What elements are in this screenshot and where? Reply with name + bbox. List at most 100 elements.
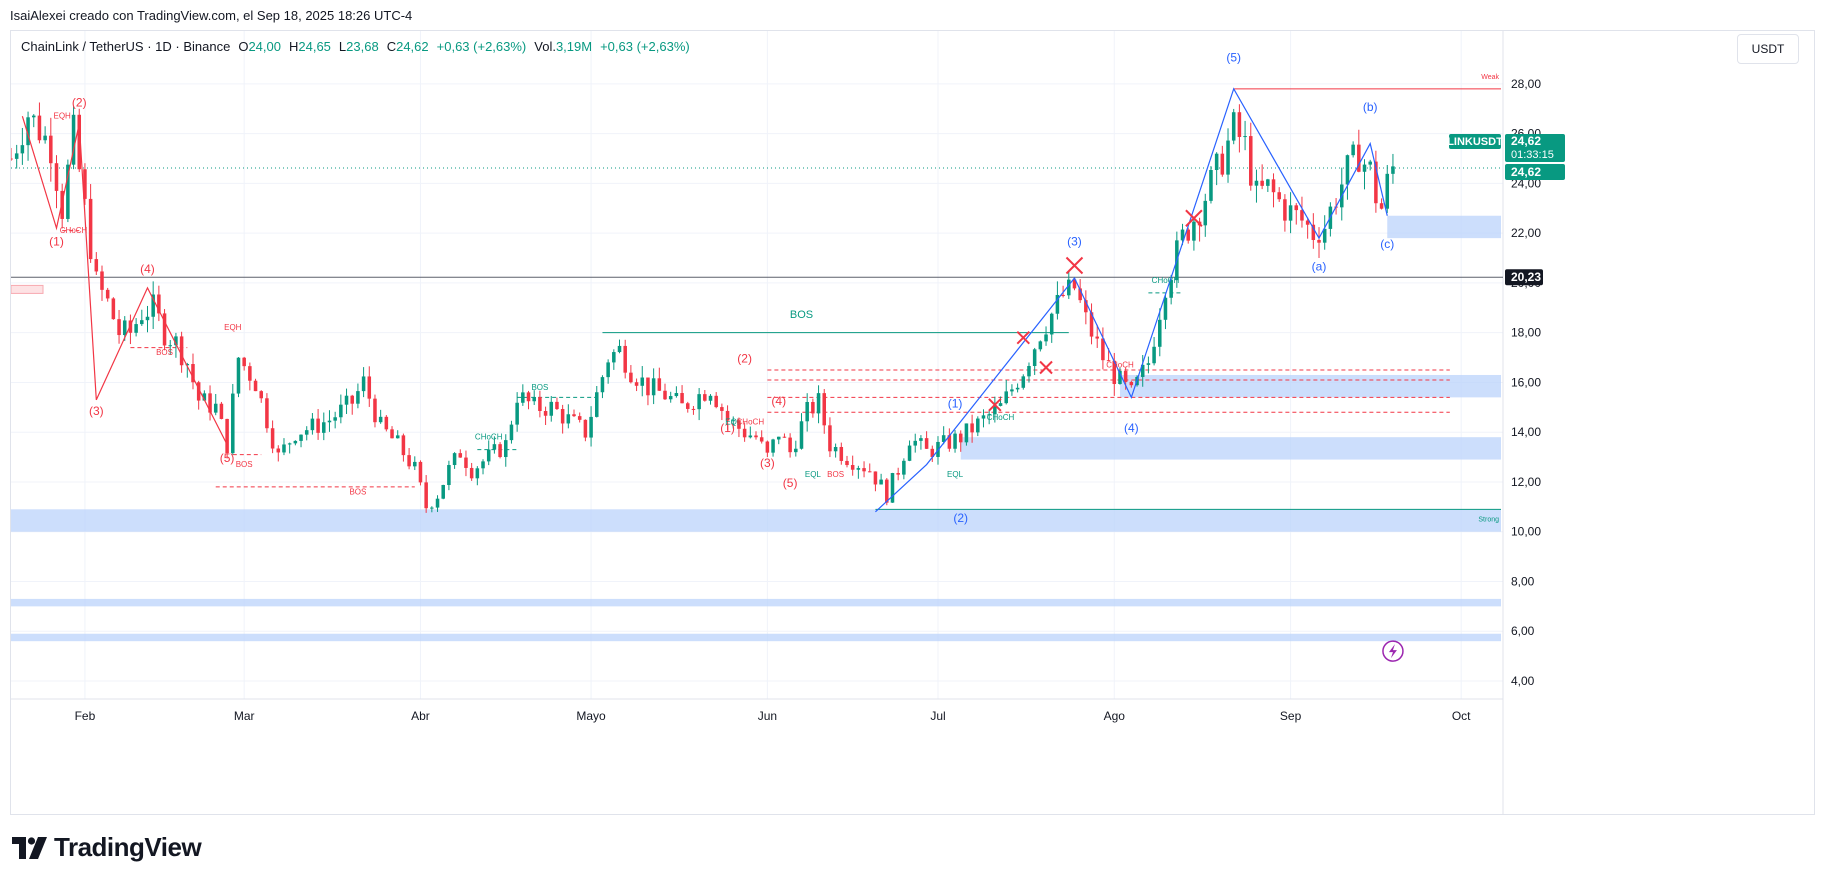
symbol-tag-badge bbox=[1449, 133, 1501, 149]
candle-body bbox=[11, 158, 13, 160]
y-tick-label: 18,00 bbox=[1511, 326, 1541, 340]
candle-body bbox=[987, 414, 991, 416]
wave-label: (c) bbox=[1380, 237, 1394, 251]
candle-body bbox=[1021, 376, 1026, 388]
candle-body bbox=[475, 468, 480, 479]
candle-body bbox=[1271, 179, 1276, 193]
candle-body bbox=[629, 372, 633, 383]
candle-body bbox=[145, 316, 150, 321]
y-tick-label: 28,00 bbox=[1511, 77, 1541, 91]
candle-body bbox=[737, 420, 741, 429]
candle-body bbox=[191, 364, 195, 383]
candle-body bbox=[43, 135, 47, 141]
candle-body bbox=[361, 376, 366, 392]
candle-body bbox=[612, 352, 616, 363]
x-tick-label: Mar bbox=[234, 709, 255, 723]
chart-panel[interactable]: (1) (2) (3) (4) (5) (1) (2) (3) (4) (5) (1) (2) (3) (… bbox=[10, 30, 1815, 815]
candle-body bbox=[168, 345, 172, 347]
candle-body bbox=[1283, 199, 1287, 221]
wave-label: (a) bbox=[1312, 259, 1327, 273]
candle-body bbox=[839, 446, 844, 461]
candle-body bbox=[515, 402, 519, 425]
candle-body bbox=[350, 395, 354, 404]
demand-zone bbox=[1387, 215, 1501, 239]
wave-label: (2) bbox=[737, 352, 752, 366]
candle-body bbox=[162, 313, 167, 346]
wave-label: (5) bbox=[220, 451, 235, 465]
candle-body bbox=[134, 324, 138, 333]
candle-body bbox=[333, 417, 337, 421]
candle-body bbox=[49, 135, 53, 164]
strong-low-label: Strong bbox=[1478, 516, 1499, 523]
candle-body bbox=[1055, 294, 1060, 314]
candle-body bbox=[481, 461, 485, 469]
candle-body bbox=[287, 443, 292, 445]
symbol-title[interactable]: ChainLink / TetherUS · 1D · Binance bbox=[21, 39, 231, 54]
candle-body bbox=[1322, 228, 1327, 243]
candle-body bbox=[1061, 294, 1065, 296]
candle-body bbox=[663, 390, 667, 400]
candle-body bbox=[1231, 112, 1236, 141]
candle-body bbox=[339, 404, 343, 418]
volume-change: +0,63 (+2,63%) bbox=[600, 39, 690, 54]
candle-body bbox=[1186, 229, 1190, 241]
open-label: O bbox=[238, 39, 249, 54]
candle-body bbox=[646, 377, 650, 396]
candle-body bbox=[225, 418, 229, 454]
candle-body bbox=[452, 453, 457, 466]
tradingview-logo[interactable]: TradingView bbox=[12, 832, 202, 863]
candle-body bbox=[748, 435, 753, 438]
structure-label: CHoCH bbox=[1106, 361, 1134, 370]
candle-body bbox=[384, 416, 389, 430]
candle-body bbox=[896, 473, 900, 475]
candle-body bbox=[873, 471, 878, 485]
demand-zone bbox=[960, 437, 1501, 460]
candle-body bbox=[293, 440, 298, 444]
candle-body bbox=[634, 382, 639, 386]
candle-body bbox=[731, 420, 736, 422]
y-tick-label: 4,00 bbox=[1511, 674, 1535, 688]
structure-label: BOS bbox=[156, 348, 173, 357]
demand-zone bbox=[11, 633, 1501, 642]
candle-body bbox=[1362, 164, 1367, 172]
candle-body bbox=[1044, 334, 1048, 342]
candle-body bbox=[538, 396, 542, 412]
candle-body bbox=[1226, 140, 1230, 175]
candle-body bbox=[1072, 279, 1077, 289]
candle-body bbox=[606, 362, 610, 378]
candle-body bbox=[589, 416, 593, 438]
candle-body bbox=[1345, 155, 1350, 185]
candle-body bbox=[37, 115, 42, 141]
candle-body bbox=[1038, 341, 1043, 350]
candle-body bbox=[885, 479, 889, 503]
candle-body bbox=[532, 396, 536, 402]
candle-body bbox=[782, 436, 787, 438]
countdown-text: 01:33:15 bbox=[1511, 149, 1554, 161]
x-tick-label: Jun bbox=[758, 709, 777, 723]
candle-body bbox=[828, 425, 832, 452]
candle-body bbox=[799, 421, 804, 449]
invalidation-cross-marker bbox=[1016, 330, 1030, 345]
candle-body bbox=[157, 294, 161, 314]
wave-label: (4) bbox=[140, 262, 155, 276]
structure-label: CHoCH bbox=[1152, 276, 1180, 285]
candle-body bbox=[856, 468, 861, 470]
candle-body bbox=[981, 415, 986, 419]
candle-body bbox=[771, 439, 775, 453]
candle-body bbox=[759, 437, 764, 442]
candle-body bbox=[862, 468, 866, 472]
candle-body bbox=[20, 145, 25, 154]
price-tag-text: 24,62 bbox=[1511, 134, 1541, 148]
invalidation-cross-marker bbox=[1185, 209, 1203, 227]
candle-body bbox=[947, 435, 952, 449]
candle-body bbox=[71, 114, 76, 165]
structure-label: EQH bbox=[54, 112, 72, 121]
candle-body bbox=[248, 366, 252, 381]
candle-body bbox=[1129, 381, 1134, 386]
currency-selector[interactable]: USDT bbox=[1737, 34, 1799, 64]
candle-body bbox=[1203, 200, 1208, 226]
candle-body bbox=[270, 428, 275, 449]
candle-body bbox=[583, 419, 588, 438]
candle-body bbox=[549, 401, 554, 416]
price-chart[interactable]: (1) (2) (3) (4) (5) (1) (2) (3) (4) (5) (1) (2) (3) (… bbox=[11, 31, 1815, 815]
